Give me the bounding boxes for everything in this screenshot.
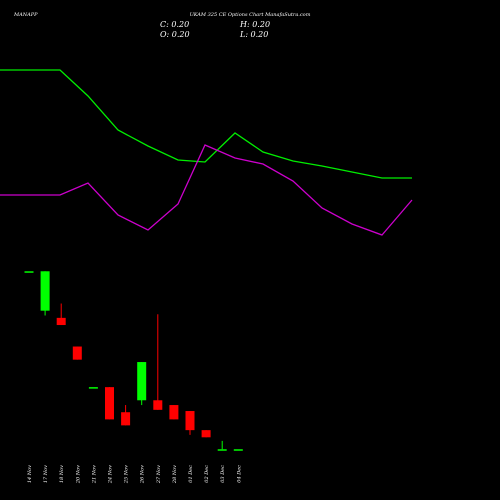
x-tick-label: 17 Nov: [43, 465, 49, 483]
x-tick-label: 14 Nov: [27, 465, 33, 483]
candle-body: [201, 430, 211, 438]
header-close: C: 0.20: [160, 20, 189, 29]
header-high: H: 0.20: [239, 20, 270, 29]
candle: [105, 387, 114, 420]
candle-body: [217, 449, 227, 451]
x-tick-label: 25 Nov: [124, 465, 130, 484]
indicator-lines: [0, 69, 413, 236]
x-tick-label: 21 Nov: [91, 465, 97, 484]
indicator-line-1: [0, 69, 412, 179]
candlesticks: [24, 271, 243, 451]
candle: [88, 387, 98, 389]
candle-body: [185, 411, 195, 431]
candle-body: [153, 400, 163, 410]
x-tick-label: 04 Dec: [236, 465, 242, 483]
candle: [217, 440, 227, 451]
candle-body: [121, 412, 131, 426]
x-tick-label: 03 Dec: [220, 465, 226, 483]
x-tick-label: 20 Nov: [75, 465, 81, 484]
header-low: L: 0.20: [239, 30, 268, 39]
candle: [233, 449, 243, 451]
x-axis-ticks: 14 Nov 17 Nov 18 Nov 20 Nov 21 Nov 24 Nov 25 N…: [27, 465, 242, 484]
candle: [56, 303, 66, 326]
candle: [72, 346, 82, 360]
header-symbol: MANAPP: [13, 12, 38, 18]
header-open: O: 0.20: [160, 30, 190, 39]
x-tick-label: 18 Nov: [59, 465, 65, 483]
candle-body: [56, 317, 66, 326]
candle-body: [40, 271, 50, 311]
candle-body: [169, 405, 179, 420]
candle: [40, 271, 50, 316]
candle-body: [233, 449, 243, 451]
candle: [24, 271, 34, 273]
candle-body: [105, 387, 114, 420]
candle: [137, 362, 147, 406]
candle: [185, 411, 195, 435]
candle-body: [72, 346, 82, 360]
x-tick-label: 26 Nov: [140, 465, 146, 484]
indicator-line-2: [0, 144, 413, 236]
candle-body: [137, 362, 147, 401]
candle: [201, 430, 211, 438]
x-tick-label: 02 Dec: [204, 465, 210, 483]
header-title: UKAM 325 CE Options Chart ManafaSutra.co…: [190, 12, 311, 18]
x-tick-label: 27 Nov: [156, 465, 162, 484]
candle: [169, 405, 179, 420]
candle: [153, 314, 163, 410]
x-tick-label: 01 Dec: [188, 465, 194, 483]
candle: [121, 405, 131, 426]
candle-body: [24, 271, 34, 273]
candle-body: [88, 387, 98, 389]
x-tick-label: 24 Nov: [108, 465, 114, 484]
x-tick-label: 28 Nov: [172, 465, 178, 484]
